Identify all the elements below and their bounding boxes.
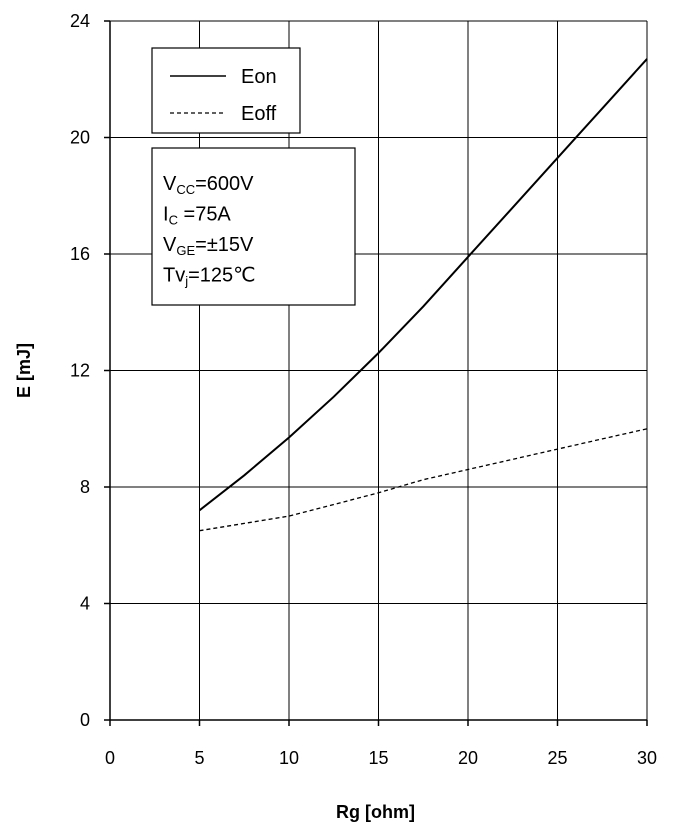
legend-box <box>151 47 301 134</box>
x-tick-label: 15 <box>368 748 388 768</box>
y-tick-label: 12 <box>70 361 90 381</box>
x-tick-label: 0 <box>105 748 115 768</box>
x-tick-label: 10 <box>279 748 299 768</box>
axes <box>104 20 648 726</box>
x-axis-title: Rg [ohm] <box>336 802 415 822</box>
condition-line: VGE=±15V <box>163 234 254 258</box>
conditions-box: VCC=600V IC =75A VGE=±15V Tvj=125℃ <box>151 147 356 306</box>
series-line-eoff <box>199 428 648 532</box>
tick-labels: 0 5 10 15 20 25 30 0 4 8 12 16 20 24 <box>70 11 657 768</box>
conditions-frame <box>151 147 356 306</box>
grid <box>110 20 648 720</box>
x-tick-label: 30 <box>637 748 657 768</box>
condition-line: Tvj=125℃ <box>163 265 256 289</box>
condition-line: IC =75A <box>163 204 231 228</box>
y-tick-label: 0 <box>80 710 90 730</box>
y-tick-label: 8 <box>80 477 90 497</box>
legend-label-eoff: Eoff <box>241 103 277 125</box>
condition-line: VCC=600V <box>163 173 254 197</box>
series-line-eon <box>198 58 648 512</box>
legend: Eon Eoff <box>151 47 301 134</box>
y-tick-label: 16 <box>70 244 90 264</box>
legend-label-eon: Eon <box>241 66 277 88</box>
y-tick-label: 20 <box>70 128 90 148</box>
series-lines <box>198 58 648 532</box>
x-tick-label: 20 <box>458 748 478 768</box>
x-tick-label: 25 <box>547 748 567 768</box>
x-tick-label: 5 <box>194 748 204 768</box>
y-axis-title: E [mJ] <box>14 343 34 398</box>
y-tick-label: 24 <box>70 11 90 31</box>
y-tick-label: 4 <box>80 594 90 614</box>
